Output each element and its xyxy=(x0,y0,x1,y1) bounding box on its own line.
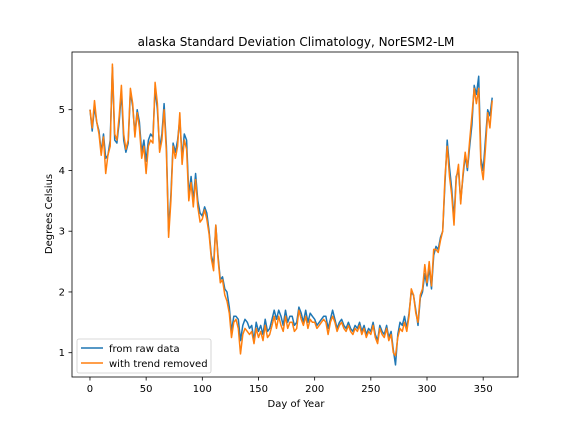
x-tick-label: 300 xyxy=(417,384,436,395)
legend: from raw data with trend removed xyxy=(76,338,212,374)
legend-label-detrended: with trend removed xyxy=(109,359,208,370)
x-axis-label: Day of Year xyxy=(268,399,326,410)
x-tick-label: 0 xyxy=(87,384,93,395)
x-tick-label: 350 xyxy=(474,384,493,395)
series-layer xyxy=(89,63,493,366)
y-axis-ticks: 1 2 3 4 5 xyxy=(59,105,72,359)
chart-title: alaska Standard Deviation Climatology, N… xyxy=(138,35,455,49)
x-tick-label: 200 xyxy=(305,384,324,395)
y-axis-label: Degrees Celsius xyxy=(44,174,55,254)
y-tick-label: 3 xyxy=(59,227,65,238)
x-axis-ticks: 0 50 100 150 200 250 300 350 xyxy=(87,377,493,395)
x-tick-label: 100 xyxy=(193,384,212,395)
y-tick-label: 5 xyxy=(59,105,65,116)
y-tick-label: 1 xyxy=(59,348,65,359)
x-tick-label: 150 xyxy=(249,384,268,395)
axes-frame xyxy=(71,51,519,378)
legend-box xyxy=(76,338,212,374)
y-tick-label: 4 xyxy=(59,166,65,177)
legend-label-raw: from raw data xyxy=(109,344,180,355)
series-line-1 xyxy=(89,63,493,357)
x-tick-label: 50 xyxy=(140,384,153,395)
y-tick-label: 2 xyxy=(59,287,65,298)
x-tick-label: 250 xyxy=(361,384,380,395)
plot-area xyxy=(71,51,519,378)
